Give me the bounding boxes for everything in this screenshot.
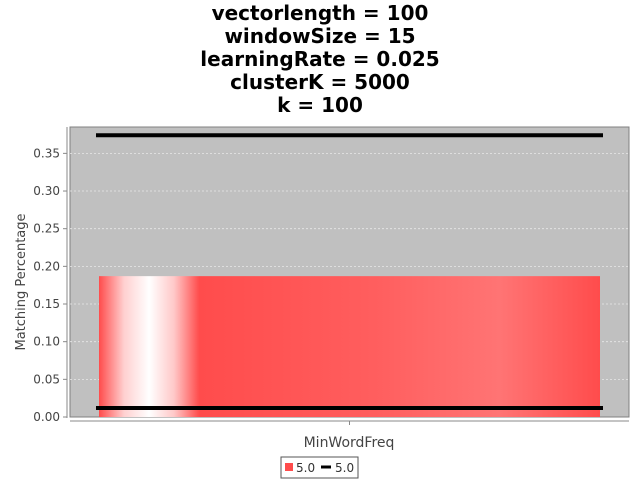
- y-tick-label: 0.00: [33, 410, 60, 424]
- chart-title-line-2: windowSize = 15: [224, 24, 416, 48]
- legend: 5.0 5.0: [280, 456, 359, 479]
- y-tick-label: 0.35: [33, 146, 60, 160]
- y-tick-label: 0.30: [33, 184, 60, 198]
- y-tick-label: 0.20: [33, 259, 60, 273]
- x-axis-label: MinWordFreq: [304, 435, 395, 451]
- y-tick-label: 0.25: [33, 222, 60, 236]
- legend-bar-swatch: [285, 463, 293, 471]
- legend-box: [280, 456, 359, 479]
- bar: [99, 276, 600, 417]
- y-tick-label: 0.10: [33, 335, 60, 349]
- axes: 0.00 0.05 0.10 0.15 0.20 0.25 0.30 0.35: [33, 127, 629, 425]
- chart-title-line-5: k = 100: [277, 93, 363, 117]
- bars: [99, 276, 600, 417]
- chart-title-line-1: vectorlength = 100: [211, 1, 429, 25]
- chart-title-line-4: clusterK = 5000: [230, 70, 410, 94]
- line-series: [96, 133, 603, 410]
- legend-bar-label: 5.0: [296, 461, 315, 475]
- y-tick-label: 0.15: [33, 297, 60, 311]
- chart-title-line-3: learningRate = 0.025: [200, 47, 440, 71]
- legend-line-label: 5.0: [335, 461, 354, 475]
- y-tick-label: 0.05: [33, 372, 60, 386]
- y-axis-label: Matching Percentage: [14, 213, 29, 350]
